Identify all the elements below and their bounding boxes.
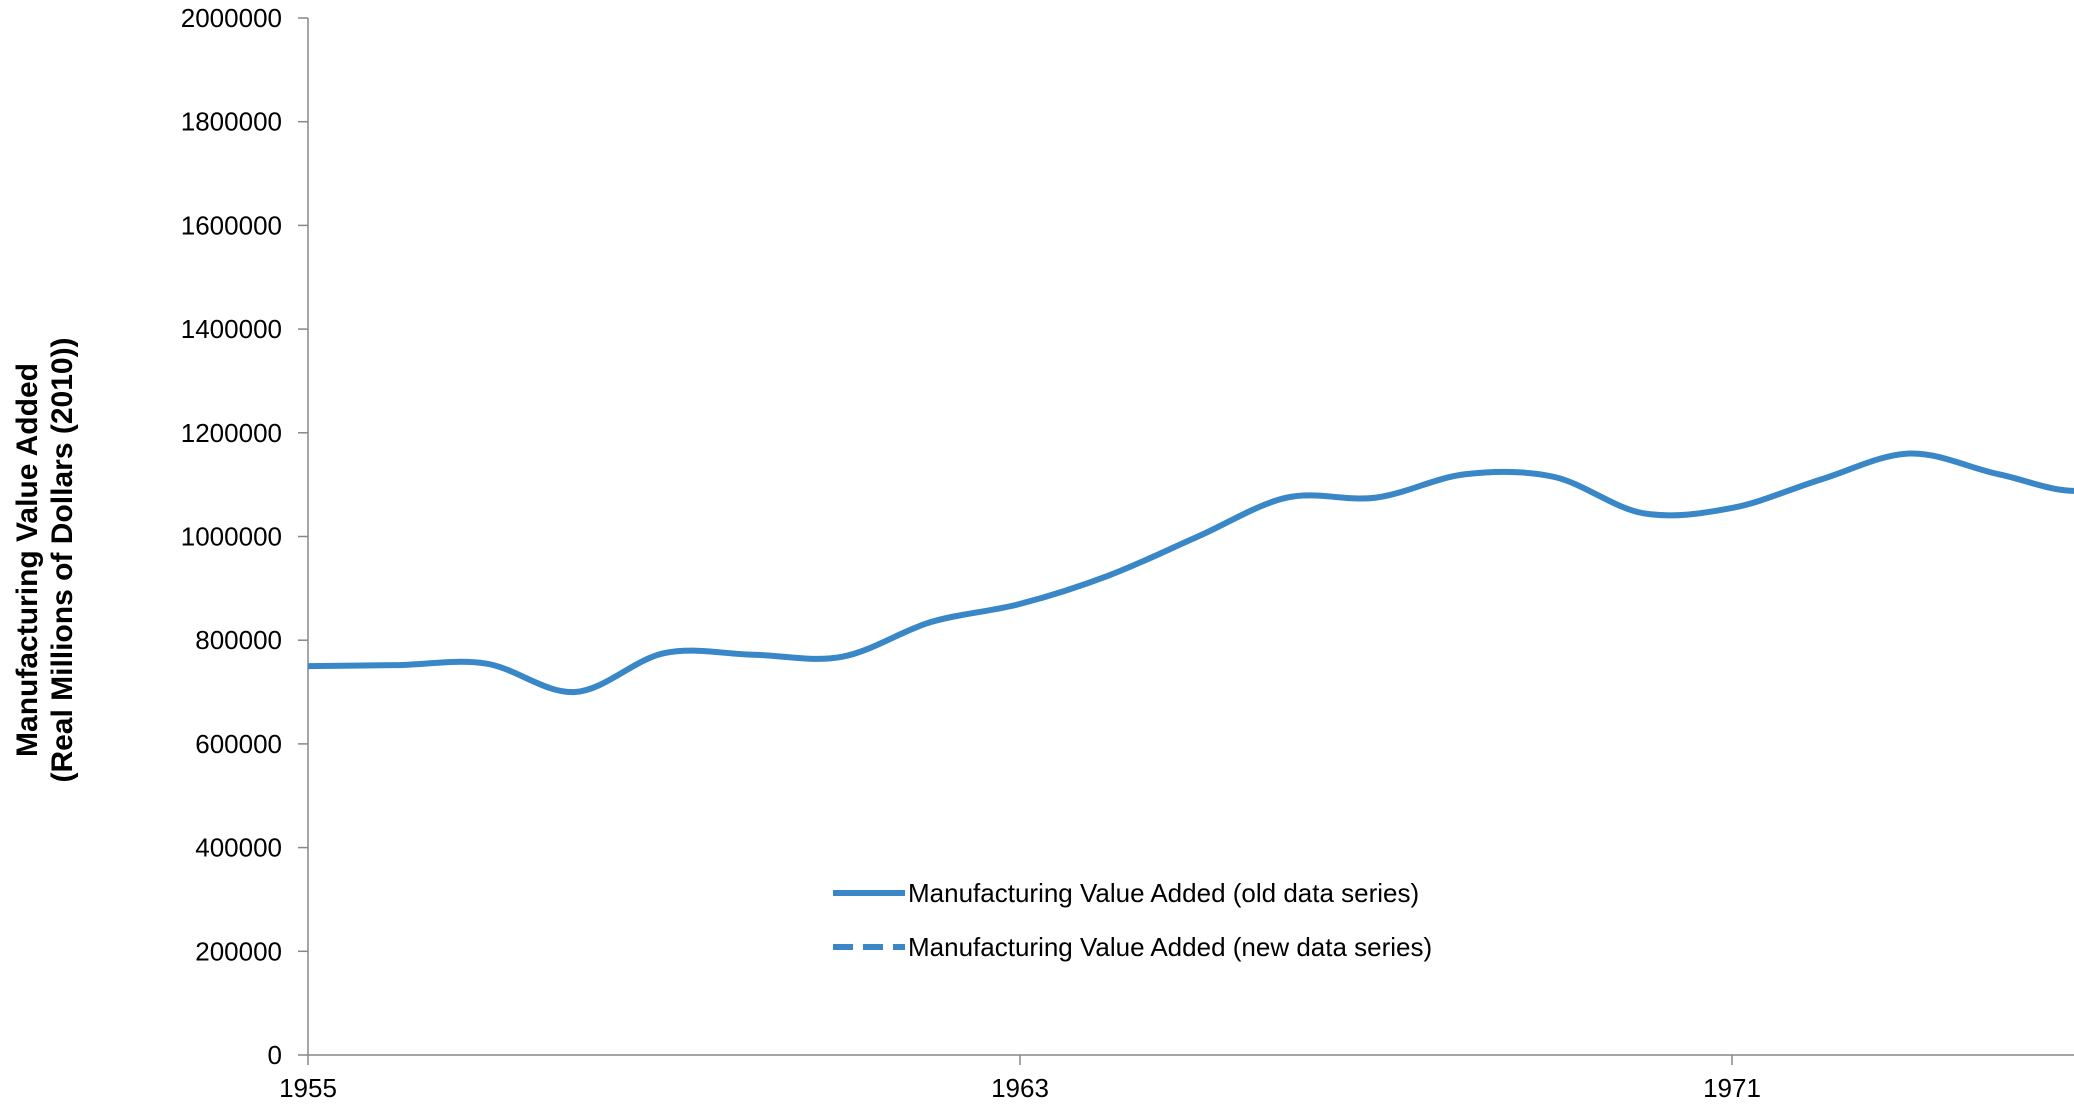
legend-label-old: Manufacturing Value Added (old data seri… xyxy=(908,878,1419,908)
y-axis-ticks: 0 200000 400000 600000 800000 1000000 1200000 1… xyxy=(181,3,308,1070)
x-tick-label: 1971 xyxy=(1703,1073,1761,1103)
y-axis-title-line-1: Manufacturing Value Added xyxy=(11,363,44,757)
y-tick-label: 2000000 xyxy=(181,3,282,33)
y-tick-label: 1600000 xyxy=(181,210,282,240)
x-tick-label: 1955 xyxy=(279,1073,337,1103)
old-data-series-line xyxy=(308,450,2074,696)
legend: Manufacturing Value Added (old data seri… xyxy=(833,878,1432,962)
y-tick-label: 800000 xyxy=(195,625,282,655)
y-tick-label: 0 xyxy=(268,1040,282,1070)
y-tick-label: 1400000 xyxy=(181,314,282,344)
y-axis-title-line-2: (Real Millions of Dollars (2010)) xyxy=(46,337,79,782)
legend-label-new: Manufacturing Value Added (new data seri… xyxy=(908,932,1432,962)
y-tick-label: 600000 xyxy=(195,729,282,759)
y-tick-label: 400000 xyxy=(195,833,282,863)
y-tick-label: 1800000 xyxy=(181,107,282,137)
y-axis-title: Manufacturing Value Added (Real Millions… xyxy=(11,337,79,782)
y-tick-label: 1000000 xyxy=(181,522,282,552)
series-lines xyxy=(308,450,2074,696)
y-tick-label: 1200000 xyxy=(181,418,282,448)
x-axis-ticks: 1955 1963 1971 xyxy=(279,1055,1761,1103)
y-tick-label: 200000 xyxy=(195,936,282,966)
x-tick-label: 1963 xyxy=(991,1073,1049,1103)
